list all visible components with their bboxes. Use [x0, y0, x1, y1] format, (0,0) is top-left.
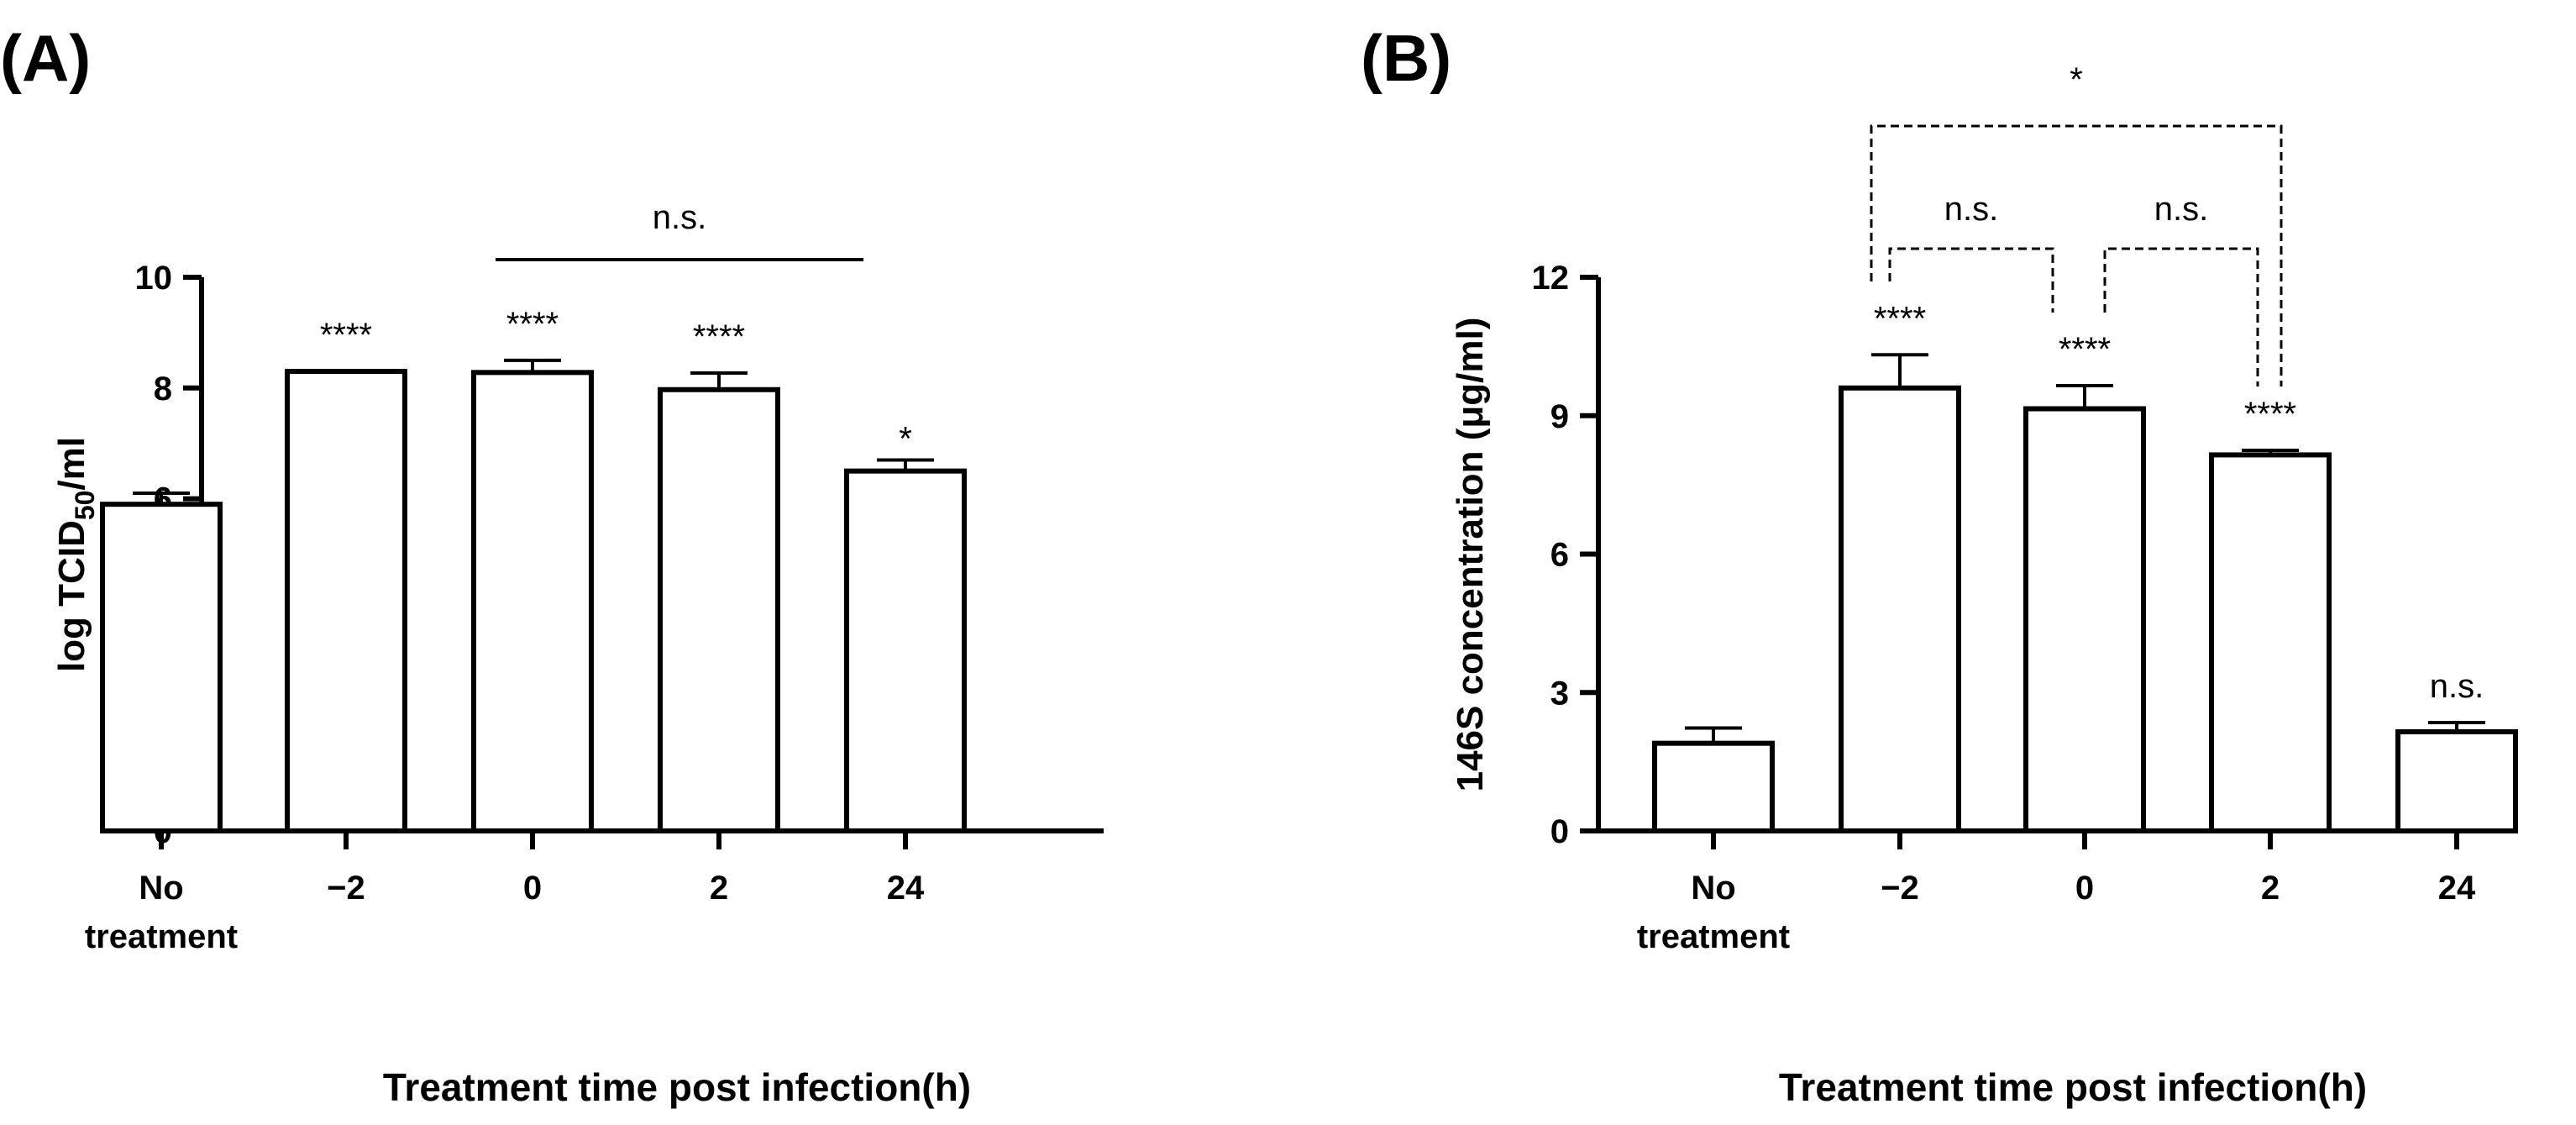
panel-b-bar: [2209, 452, 2332, 833]
panel-b-x-tick-label: No: [1691, 870, 1735, 907]
panel-a-bracket-label: n.s.: [653, 199, 706, 236]
panel-a-y-axis-label: log TCID50/ml: [51, 437, 100, 672]
panel-b-bar: [1839, 385, 1961, 833]
panel-b-significance-label: ****: [2059, 331, 2111, 368]
panel-b-bar: [2023, 406, 2146, 833]
panel-b-x-tick-label: 24: [2438, 870, 2476, 907]
panel-b-x-tick-label: treatment: [1637, 918, 1790, 955]
panel-b-y-axis-label: 146S concentration (μg/ml): [1450, 318, 1491, 792]
panel-b-label: (B): [1361, 21, 1451, 95]
panel-b-bracket-label: n.s.: [2154, 191, 2208, 228]
panel-a-bar: [285, 369, 407, 833]
panel-b-y-tick-label: 9: [1550, 398, 1569, 435]
panel-b-bracket-0-vs-2: [2103, 247, 2259, 386]
panel-a-label: (A): [0, 21, 91, 95]
panel-a-significance-label: ****: [320, 317, 372, 354]
panel-b-bracket-neg2-vs-0: [1888, 247, 2054, 313]
panel-b-x-tick-label: 0: [2075, 870, 2094, 907]
panel-b-y-tick-label: 3: [1550, 675, 1569, 712]
panel-a-x-tick-label: 0: [523, 870, 542, 907]
panel-a-x-tick-label: treatment: [85, 918, 238, 955]
panel-b-x-tick-label: 2: [2261, 870, 2280, 907]
panel-a-significance-label: ****: [506, 306, 559, 343]
panel-a-x-tick-label: 2: [710, 870, 728, 907]
panel-b-y-tick-label: 0: [1550, 813, 1569, 850]
panel-a-x-tick-label: −2: [327, 870, 365, 907]
panel-a-y-tick-label: 8: [154, 371, 172, 407]
panel-a-x-tick-label: 24: [887, 870, 925, 907]
panel-b-x-axis-label: Treatment time post infection(h): [1779, 1065, 2367, 1109]
panel-b-significance-label: ****: [1874, 300, 1926, 337]
panel-a-bar: [844, 468, 967, 834]
panel-a-y-tick-label: 10: [135, 260, 173, 297]
panel-b-y-tick-label: 12: [1532, 260, 1570, 297]
panel-b-bar: [2395, 728, 2518, 833]
chart-marks: 0 24 6 8 10 No treatment **** −2 **** 0 **** 2 * 24 n.s…: [85, 61, 2518, 955]
panel-b-y-tick-label: 6: [1550, 537, 1569, 574]
panel-b-bracket-label: *: [2070, 61, 2083, 98]
panel-b-x-tick-label: −2: [1881, 870, 1919, 907]
panel-a-x-axis-label: Treatment time post infection(h): [383, 1065, 971, 1109]
panel-b-bar: [1652, 740, 1775, 833]
panel-a-x-tick-label: No: [139, 870, 183, 907]
panel-a-bar: [471, 370, 594, 833]
panel-a-bar: [100, 502, 223, 833]
panel-a-bar: [658, 386, 780, 834]
panel-a-significance-label: *: [899, 420, 912, 457]
panel-a: (A) log TCID50/ml Treatment time post in…: [0, 21, 1104, 1109]
panel-a-significance-label: ****: [693, 318, 745, 355]
panel-b-significance-label: n.s.: [2430, 668, 2484, 705]
panel-b-bracket-label: n.s.: [1944, 191, 1998, 228]
panel-b-significance-label: ****: [2244, 396, 2296, 433]
